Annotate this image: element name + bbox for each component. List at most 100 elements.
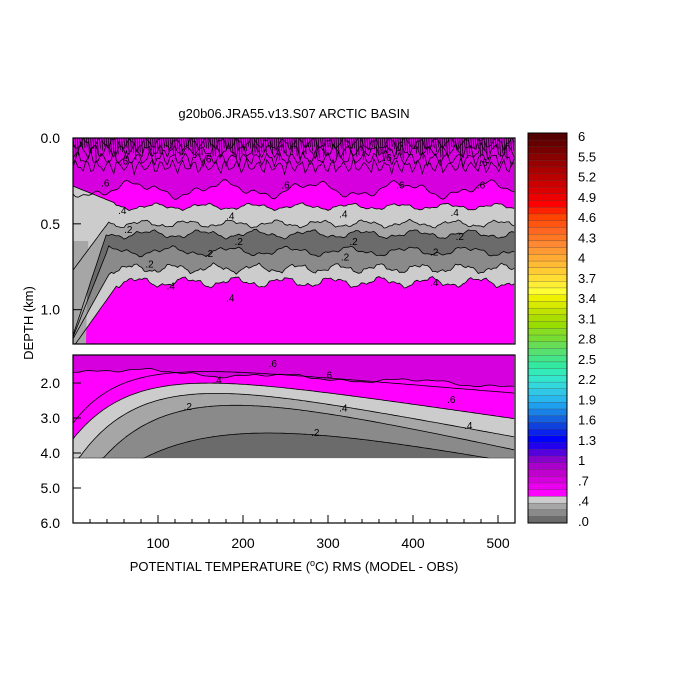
- colorbar-label: 5.2: [578, 170, 596, 185]
- colorbar-swatch: [527, 260, 568, 268]
- colorbar-swatch: [527, 193, 568, 201]
- colorbar-swatch: [527, 381, 568, 389]
- contour-label: .2: [124, 225, 133, 236]
- colorbar-swatch: [527, 294, 568, 302]
- colorbar-swatch: [527, 442, 568, 450]
- lower-y-tick-label: 6.0: [41, 515, 61, 531]
- colorbar-swatch: [527, 186, 568, 194]
- upper-panel-frame: [72, 137, 516, 345]
- colorbar-swatch: [527, 226, 568, 235]
- contour-label: .6: [477, 180, 486, 191]
- colorbar-swatch: [527, 368, 568, 376]
- colorbar-swatch: [527, 388, 568, 396]
- contour-label: .2: [205, 249, 214, 260]
- colorbar-swatch: [527, 173, 568, 181]
- contour-label: .6: [120, 156, 129, 167]
- lower-y-tick-label: 5.0: [41, 480, 61, 496]
- x-tick-label: 400: [401, 535, 425, 551]
- colorbar-label: 2.2: [578, 372, 596, 387]
- band-0-3: [73, 219, 515, 336]
- contour-label: .6: [269, 359, 278, 370]
- colorbar-swatch: [527, 159, 568, 168]
- colorbar-swatch: [527, 462, 568, 470]
- colorbar-label: 1: [578, 453, 585, 468]
- lower-panel: [73, 355, 515, 523]
- colorbar-swatch: [527, 253, 568, 262]
- colorbar-swatch: [527, 267, 568, 275]
- upper-contour-4: [73, 262, 515, 340]
- deep-band-0-3: [73, 393, 515, 459]
- colorbar-swatch: [527, 361, 568, 369]
- colorbar-swatch: [527, 489, 568, 497]
- colorbar-label: 1.6: [578, 413, 596, 428]
- lower-contour-4: [73, 367, 515, 388]
- colorbar-swatch: [527, 374, 568, 383]
- colorbar-swatch: [527, 146, 568, 154]
- colorbar-swatch: [527, 341, 568, 349]
- lower-contour-3: [73, 432, 515, 459]
- colorbar-swatch: [527, 233, 568, 242]
- colorbar-swatch: [527, 428, 568, 437]
- colorbar-swatch: [527, 240, 568, 248]
- colorbar-swatch: [527, 139, 568, 147]
- upper-contour-5: [74, 276, 515, 344]
- upper-y-tick-label: 0.0: [41, 130, 61, 146]
- contour-label: .4: [339, 404, 348, 415]
- colorbar-label: 4.3: [578, 230, 596, 245]
- colorbar-label: 3.1: [578, 311, 596, 326]
- colorbar-swatch: [527, 455, 568, 463]
- colorbar-swatch: [527, 247, 568, 255]
- contour-label: .2: [184, 402, 193, 413]
- colorbar-label: 3.7: [578, 271, 596, 286]
- contour-label: .2: [311, 428, 320, 439]
- colorbar-swatch: [527, 509, 568, 517]
- seafloor-blank: [73, 458, 515, 523]
- chart-title: g20b06.JRA55.v13.S07 ARCTIC BASIN: [178, 106, 409, 121]
- colorbar-swatch: [527, 206, 568, 215]
- colorbar-label: .4: [578, 494, 589, 509]
- colorbar-swatch: [527, 166, 568, 174]
- band-0-35: [73, 186, 515, 271]
- colorbar-swatch: [527, 421, 568, 430]
- contour-label: .2: [235, 237, 244, 248]
- contour-labels: .6 .6 .6 .6 .6 .6 .6 .6 .4 .4 .4 .4 .2 .2 .2 .2 .2 .2 .2 .2…: [101, 153, 488, 439]
- contour-label: .4: [464, 421, 473, 432]
- contour-label: .6: [101, 179, 110, 190]
- contour-label: .2: [341, 252, 350, 263]
- colorbar-swatch: [527, 280, 568, 289]
- colorbar-label: 1.3: [578, 433, 596, 448]
- band-0-15: [73, 229, 515, 338]
- x-tick-label: 300: [316, 535, 340, 551]
- x-axis-label: POTENTIAL TEMPERATURE (oC) RMS (MODEL - …: [130, 558, 459, 574]
- lower-contour-0: [73, 382, 515, 440]
- contour-label: .6: [324, 370, 333, 381]
- colorbar-label: 4.9: [578, 190, 596, 205]
- colorbar-label: 2.5: [578, 352, 596, 367]
- colorbar-label: 2.8: [578, 332, 596, 347]
- surface-contour-3: [73, 157, 515, 176]
- lower-y-tick-label: 4.0: [41, 445, 61, 461]
- lower-y-tick-label: 2.0: [41, 375, 61, 391]
- lower-contour-extra: [73, 371, 515, 424]
- lower-contour-1: [73, 392, 515, 459]
- contour-label: .4: [226, 294, 235, 305]
- colorbar-swatch: [527, 354, 568, 363]
- colorbar-swatch: [527, 408, 568, 416]
- colorbar-label: 5.5: [578, 149, 596, 164]
- colorbar-swatch: [527, 307, 568, 315]
- colorbar-swatch: [527, 516, 568, 524]
- colorbar-swatch: [527, 415, 568, 423]
- deep-band-0-15: [73, 433, 515, 459]
- colorbar: 6 5.5 5.2 4.9 4.6 4.3 4 3.7 3.4 3.1 2.8 2.5 2.2 1.9 1.…: [527, 129, 596, 529]
- colorbar-swatch: [527, 153, 568, 161]
- colorbar-swatch: [527, 200, 568, 208]
- colorbar-label: 4.6: [578, 210, 596, 225]
- upper-contour-2: [73, 228, 515, 336]
- contour-label: .4: [118, 206, 127, 217]
- contour-label: .6: [447, 395, 456, 406]
- contour-label: .4: [430, 278, 439, 289]
- surface-contour-0: [73, 138, 515, 153]
- contour-label: .2: [145, 259, 154, 270]
- colorbar-swatch: [527, 314, 568, 322]
- x-tick-label: 100: [146, 535, 170, 551]
